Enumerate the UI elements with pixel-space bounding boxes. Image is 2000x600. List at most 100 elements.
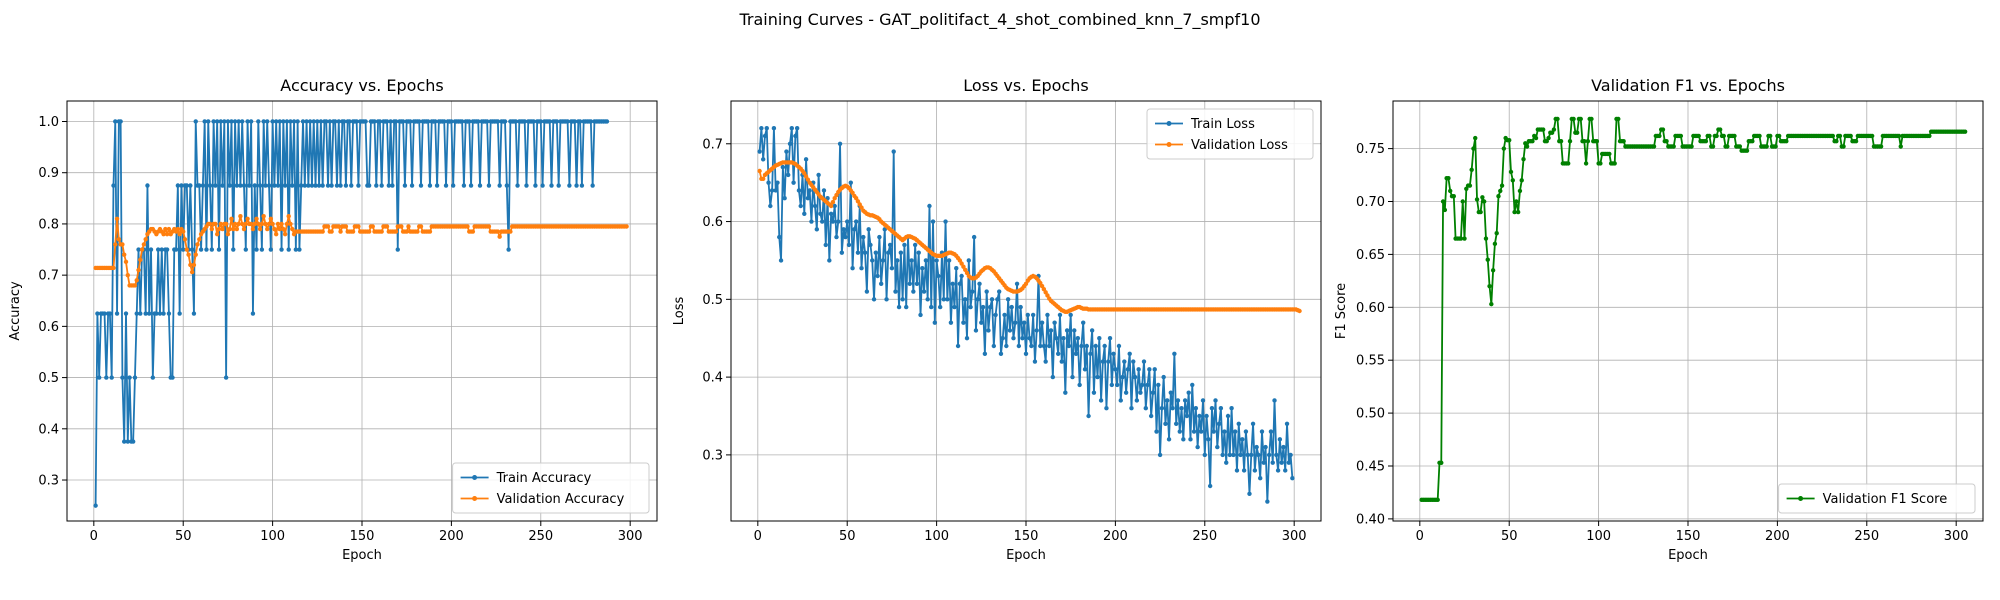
- data-point: [197, 183, 202, 188]
- data-point: [136, 247, 141, 252]
- data-point: [299, 183, 304, 188]
- data-point: [384, 224, 390, 229]
- data-point: [214, 119, 220, 124]
- data-point: [547, 119, 552, 124]
- data-point: [200, 183, 206, 188]
- data-point: [1583, 161, 1589, 166]
- data-point: [1265, 499, 1270, 504]
- data-point: [1238, 452, 1243, 458]
- data-point: [1490, 268, 1496, 273]
- data-point: [1154, 429, 1159, 434]
- data-point: [486, 224, 492, 229]
- data-point: [1467, 183, 1473, 188]
- data-point: [266, 221, 272, 227]
- data-point: [1156, 382, 1161, 388]
- data-point: [234, 226, 240, 232]
- data-point: [1612, 161, 1617, 166]
- data-point: [1440, 199, 1446, 204]
- data-point: [272, 183, 277, 188]
- data-point: [395, 247, 400, 252]
- data-point: [425, 119, 431, 124]
- data-point: [243, 247, 248, 252]
- chart-panel-3: 0 50 100 150 200 250 300 0.40 0.45 0.50 0.55 0.60 0.…: [1334, 76, 1984, 563]
- data-point: [206, 119, 211, 124]
- data-point: [579, 183, 585, 188]
- data-point: [1277, 437, 1283, 442]
- data-point: [288, 221, 293, 227]
- data-point: [991, 343, 997, 349]
- data-point: [846, 242, 852, 248]
- data-point: [533, 183, 538, 188]
- data-point: [122, 252, 127, 257]
- x-tick-label: 200: [1765, 529, 1790, 544]
- data-point: [316, 183, 322, 188]
- data-point: [161, 231, 166, 237]
- data-point: [1127, 351, 1132, 356]
- data-point: [1254, 444, 1259, 450]
- data-point: [1000, 336, 1005, 341]
- data-point: [760, 176, 766, 181]
- data-point: [973, 328, 979, 333]
- data-point: [341, 119, 347, 124]
- data-point: [789, 126, 794, 131]
- data-point: [786, 172, 791, 178]
- data-point: [590, 183, 595, 188]
- data-point: [830, 199, 836, 205]
- data-point: [468, 183, 474, 188]
- data-point: [1776, 133, 1782, 139]
- data-point: [995, 297, 1000, 302]
- chart-title: Accuracy vs. Epochs: [280, 76, 443, 95]
- data-point: [1546, 135, 1551, 141]
- data-point: [122, 439, 127, 444]
- data-point: [297, 247, 302, 252]
- data-point: [336, 224, 341, 229]
- data-point: [1190, 382, 1195, 388]
- data-point: [320, 183, 325, 188]
- data-point: [338, 229, 343, 234]
- legend-entry: Validation Loss: [1191, 138, 1288, 153]
- data-point: [794, 126, 800, 131]
- data-point: [841, 227, 846, 232]
- data-point: [864, 289, 870, 294]
- data-point: [1551, 127, 1557, 132]
- data-point: [775, 180, 780, 185]
- chart-title: Validation F1 vs. Epochs: [1591, 76, 1785, 95]
- y-tick-label: 0.70: [1356, 195, 1385, 210]
- data-point: [1710, 144, 1716, 149]
- data-point: [1578, 116, 1583, 122]
- data-point: [1082, 367, 1088, 372]
- data-point: [238, 214, 243, 219]
- data-point: [372, 119, 377, 124]
- data-point: [229, 216, 234, 221]
- data-point: [1048, 328, 1054, 333]
- data-point: [531, 119, 536, 124]
- data-point: [225, 119, 231, 124]
- data-point: [1220, 452, 1225, 458]
- data-point: [760, 157, 766, 162]
- data-point: [1243, 429, 1249, 434]
- data-point: [1878, 144, 1884, 149]
- data-point: [213, 183, 218, 188]
- data-point: [332, 119, 338, 124]
- data-point: [968, 304, 973, 310]
- data-point: [218, 119, 223, 124]
- data-point: [256, 221, 261, 227]
- data-point: [1297, 308, 1302, 314]
- y-tick-label: 0.45: [1356, 459, 1385, 474]
- data-point: [1567, 139, 1573, 144]
- data-point: [1582, 139, 1587, 144]
- data-point: [204, 247, 209, 252]
- legend: Train Loss Validation Loss: [1146, 108, 1314, 160]
- data-point: [234, 183, 240, 188]
- data-point: [850, 266, 855, 271]
- data-point: [828, 211, 834, 216]
- data-point: [1435, 497, 1440, 503]
- data-point: [1147, 367, 1152, 372]
- data-point: [1207, 483, 1213, 489]
- data-point: [147, 311, 152, 316]
- legend-swatch-marker: [1798, 496, 1804, 501]
- y-tick-label: 0.40: [1356, 512, 1385, 527]
- data-point: [443, 183, 449, 188]
- data-point: [1052, 320, 1057, 325]
- data-point: [1152, 367, 1157, 372]
